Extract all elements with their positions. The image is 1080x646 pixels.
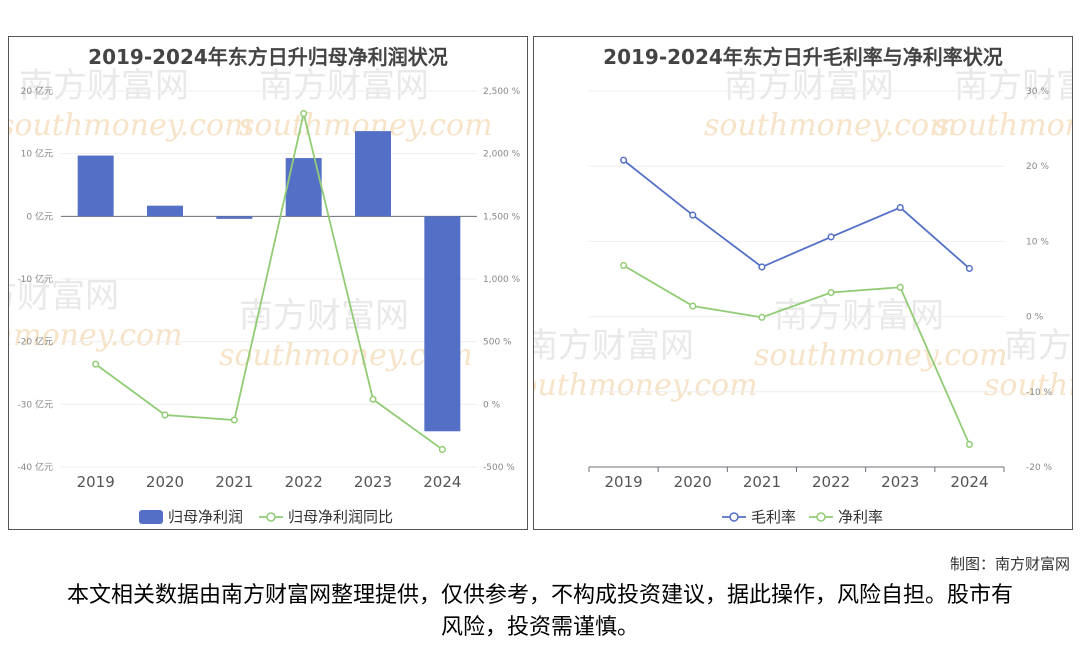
watermark-text: southmoney.com [984,368,1073,403]
x-tick-label: 2021 [215,473,253,491]
series-point [758,263,766,271]
y-right-tick-label: 500 % [483,338,512,348]
chart-panel-margins: 南方财富网southmoney.com南方财富网southmoney.com南方… [533,36,1073,530]
series-point [896,204,904,212]
y-right-tick-label: 1,000 % [483,275,521,285]
watermark-text: southmoney.com [9,318,183,353]
x-tick-label: 2022 [285,473,323,491]
legend-swatch-marker [266,512,276,522]
watermark-text: 南方财富网 [239,296,409,336]
series-point [827,288,835,297]
y-right-tick-label: -10 % [1026,388,1053,398]
y-left-tick-label: 20 亿元 [21,85,53,97]
y-left-tick-label: 0 亿元 [26,210,53,222]
chart-title: 2019-2024年东方日升归母净利润状况 [88,45,448,69]
series-point [896,283,904,291]
bar-net-profit [424,216,461,432]
disclaimer-text: 本文相关数据由南方财富网整理提供，仅供参考，不构成投资建议，据此操作，风险自担。… [66,583,1013,640]
x-tick-label: 2024 [950,473,988,491]
watermark-text: 南方财富网 [1004,326,1073,366]
x-tick-label: 2020 [146,473,184,491]
y-right-tick-label: 2,500 % [483,87,521,97]
y-left-tick-label: -20 亿元 [17,336,53,348]
x-tick-label: 2022 [812,473,850,491]
bar-net-profit [77,155,114,217]
chart-title: 2019-2024年东方日升毛利率与净利率状况 [603,45,1003,69]
bar-net-profit [355,131,391,217]
y-right-tick-label: -20 % [1026,463,1053,473]
series-line [623,159,971,270]
y-right-tick-label: 20 % [1026,162,1049,172]
point-net-profit-yoy [230,416,238,424]
watermark-text: southmoney.com [754,338,1008,373]
y-right-tick-label: 1,500 % [483,212,521,222]
watermark-text: 南方财富网 [954,66,1073,106]
legend-swatch-bar [139,510,163,524]
point-net-profit-yoy [92,360,100,368]
x-tick-label: 2019 [604,473,642,491]
y-right-tick-label: 2,000 % [483,150,521,160]
line-net-profit-yoy [95,113,443,451]
x-tick-label: 2021 [743,473,781,491]
net-profit-chart: 南方财富网southmoney.com南方财富网southmoney.com南方… [9,66,521,526]
bar-net-profit [216,216,253,219]
x-tick-label: 2020 [674,473,712,491]
watermark-text: 南方财富网 [9,276,119,316]
watermark-text: 南方财富网 [724,66,894,106]
chart-panel-net-profit: 南方财富网southmoney.com南方财富网southmoney.com南方… [8,36,528,530]
point-net-profit-yoy [369,395,377,403]
watermark-text: southmoney.com [704,108,958,143]
legend-label: 归母净利润 [168,508,243,526]
y-left-tick-label: -10 亿元 [17,273,53,285]
legend-label: 毛利率 [751,508,796,526]
y-left-tick-label: 10 亿元 [21,148,53,160]
series-point [827,233,835,241]
bar-net-profit [147,205,183,217]
chart-credit: 制图：南方财富网 [949,555,1070,573]
series-point [620,156,628,164]
legend-label: 净利率 [838,508,883,526]
y-right-tick-label: -500 % [483,463,515,473]
watermark-text: southmoney.com [534,368,758,403]
series-point [620,261,628,270]
watermark-text: 南方财富网 [259,66,429,106]
series-point [758,313,766,321]
legend-swatch-marker [729,512,739,522]
y-right-tick-label: 10 % [1026,237,1049,247]
legend-label: 归母净利润同比 [288,508,393,526]
watermark-text: southmoney.com [934,108,1073,143]
y-right-tick-label: 0 % [483,400,501,410]
y-right-tick-label: 30 % [1026,87,1049,97]
series-point [689,302,697,310]
point-net-profit-yoy [300,110,308,118]
x-tick-label: 2019 [77,473,115,491]
series-line [623,264,971,445]
legend-swatch-marker [816,512,826,522]
y-left-tick-label: -30 亿元 [17,398,53,410]
series-point [965,440,973,448]
watermark-text: 南方财富网 [19,66,189,106]
watermark-text: southmoney.com [9,108,253,143]
x-tick-label: 2024 [423,473,461,491]
watermark-text: 南方财富网 [534,326,694,366]
margin-chart: 南方财富网southmoney.com南方财富网southmoney.com南方… [534,66,1073,526]
series-point [689,211,697,219]
y-left-tick-label: -40 亿元 [17,461,53,473]
x-tick-label: 2023 [881,473,919,491]
series-point [965,264,973,273]
point-net-profit-yoy [161,411,169,419]
point-net-profit-yoy [438,445,446,454]
y-right-tick-label: 0 % [1026,313,1044,323]
x-tick-label: 2023 [354,473,392,491]
